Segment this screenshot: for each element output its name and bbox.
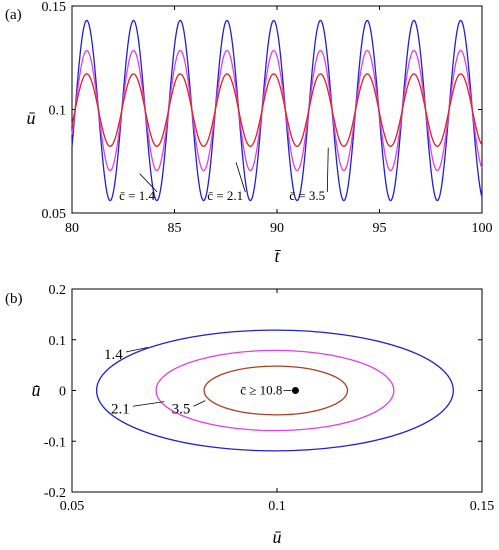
panel-a-ytick-label: 0.15 [42, 0, 67, 15]
limit-cycle-2.1 [155, 349, 395, 432]
panel-b-label: (b) [5, 291, 23, 307]
series-line-c-3.5 [71, 73, 483, 148]
panel-a-xtick-label: 100 [472, 221, 493, 236]
panel-a-annotation-leader [235, 162, 246, 193]
panel-b-annotation-leader [132, 401, 165, 407]
panel-b-annotations: 1.4 2.1 3.5 [104, 346, 206, 417]
panel-a-xtick-label: 90 [270, 221, 284, 236]
panel-a-annotation-leader [139, 173, 158, 193]
panel-a-xtick-label: 85 [168, 221, 182, 236]
panel-b-series: c̄ ≥ 10.8 [95, 329, 454, 452]
panel-a-annotation: c̄ = 3.5 [289, 188, 325, 203]
panel-b-annotation-leader [125, 346, 148, 353]
limit-cycle-3.5 [203, 365, 349, 416]
panel-b-xlabel: ū [273, 527, 282, 547]
panel-a-xtick-label: 80 [65, 221, 79, 236]
panel-b-ytick-label: 0.1 [49, 334, 67, 349]
panel-b-ytick-label: 0 [59, 385, 66, 400]
panel-a-ytick-label: 0.1 [49, 104, 67, 119]
panel-a-ytick-label: 0.05 [42, 207, 67, 222]
panel-a-annotations: c̄ = 1.4 c̄ = 2.1 c̄ = 3.5 [119, 147, 329, 203]
series-line-c-1.4 [71, 19, 483, 202]
panel-b-ylabel: u̇̄ [32, 380, 41, 400]
panel-a-series [71, 19, 483, 202]
panel-b-xtick-label: 0.05 [60, 499, 85, 514]
panel-a-xtick-label: 95 [373, 221, 387, 236]
panel-b-ytick-label: -0.2 [44, 486, 66, 501]
panel-a-annotation: c̄ = 2.1 [207, 188, 243, 203]
panel-a-xlabel: t̄ [274, 246, 281, 266]
fixed-point-marker [291, 387, 299, 394]
panel-b-xtick-label: 0.15 [470, 499, 495, 514]
limit-cycle-1.4 [95, 329, 454, 452]
panel-b-annotation-leader [193, 400, 206, 407]
fixed-point-label: c̄ ≥ 10.8 [240, 383, 282, 398]
panel-b-ticks: 0.05 0.1 0.15 -0.2 -0.1 0 0.1 0.2 [44, 283, 494, 514]
series-line-c-2.1 [71, 49, 483, 172]
panel-b: (b) 0.05 0.1 0.15 -0.2 -0.1 0 0.1 0.2 c̄ ≥ 10.8… [5, 283, 494, 547]
panel-a-frame [71, 5, 483, 214]
panel-b-ytick-label: -0.1 [44, 435, 66, 450]
panel-a-annotation-leader [326, 147, 329, 193]
panel-b-annotation: 1.4 [104, 347, 123, 363]
panel-b-annotation: 2.1 [111, 401, 130, 417]
panel-a-annotation: c̄ = 1.4 [119, 188, 155, 203]
panel-a-ylabel: ū [27, 108, 36, 128]
panel-b-annotation: 3.5 [172, 401, 191, 417]
panel-a-label: (a) [5, 7, 22, 23]
panel-b-ytick-label: 0.2 [49, 283, 67, 298]
panel-b-xtick-label: 0.1 [268, 499, 286, 514]
